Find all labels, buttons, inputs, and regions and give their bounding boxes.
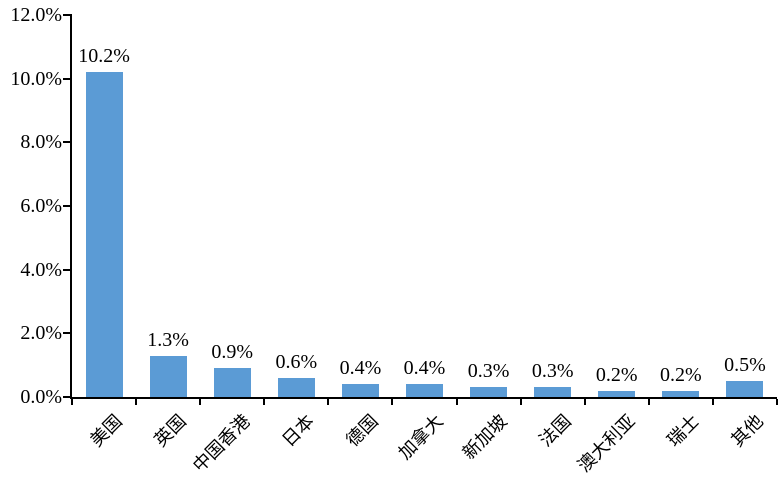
x-axis-tick [776,399,778,405]
x-axis-category-label: 其他 [727,410,767,451]
x-axis-tick [519,399,522,405]
bar [598,390,636,397]
bar-value-label: 0.2% [660,363,702,386]
x-axis-category-label: 德国 [342,410,383,451]
x-axis-category-label: 法国 [535,410,575,451]
y-axis-tick-label: 2.0% [20,322,62,345]
y-axis-tick [63,268,70,271]
bar-value-label: 0.3% [467,360,510,383]
x-axis-category-label: 加拿大 [394,410,447,464]
x-axis-tick [391,399,394,405]
y-axis-tick-label: 12.0% [10,4,62,26]
x-axis-category-label: 美国 [86,410,127,451]
x-axis-tick [455,399,458,405]
x-axis-category-label: 英国 [150,410,191,451]
x-axis-line [70,397,777,399]
y-axis-tick-label: 6.0% [20,195,62,217]
bar-value-label: 0.3% [531,360,574,383]
y-axis-tick-label: 10.0% [10,67,62,90]
bar [662,390,700,397]
bar-value-label: 0.2% [595,363,638,386]
bar-value-label: 0.5% [724,354,766,377]
x-axis-tick [71,399,73,405]
x-axis-tick [711,399,714,405]
bar [534,387,572,397]
y-axis-tick [63,14,70,16]
x-axis-tick [135,399,138,405]
bar-value-label: 1.3% [147,328,189,351]
bar [277,377,315,397]
x-axis-tick [583,399,586,405]
x-axis-category-label: 日本 [278,410,319,451]
y-axis-tick [63,396,70,398]
bar [726,381,764,397]
x-axis-category-label: 澳大利亚 [573,410,639,476]
bar-value-label: 0.6% [275,350,318,373]
bar [149,355,187,397]
bar-value-label: 0.9% [211,341,254,364]
y-axis-tick [63,77,70,80]
x-axis-tick [647,399,650,405]
x-axis-category-label: 中国香港 [189,410,255,476]
y-axis-tick-label: 4.0% [20,258,62,281]
bar [85,72,123,397]
x-axis-category-label: 瑞士 [663,410,703,451]
y-axis-tick [63,205,70,207]
y-axis-tick [63,332,70,335]
y-axis-tick-label: 0.0% [20,386,62,408]
bar [213,368,251,397]
y-axis-line [70,14,72,399]
x-axis-category-label: 新加坡 [458,410,511,464]
x-axis-tick [199,399,202,405]
y-axis-tick-label: 8.0% [20,131,62,154]
bar [470,387,508,397]
bar-value-label: 0.4% [403,357,446,380]
x-axis-tick [327,399,330,405]
bar-value-label: 0.4% [339,357,382,380]
x-axis-tick [263,399,266,405]
bar-value-label: 10.2% [78,45,130,68]
bar [406,384,443,397]
y-axis-tick [63,141,70,144]
bar [341,384,379,397]
